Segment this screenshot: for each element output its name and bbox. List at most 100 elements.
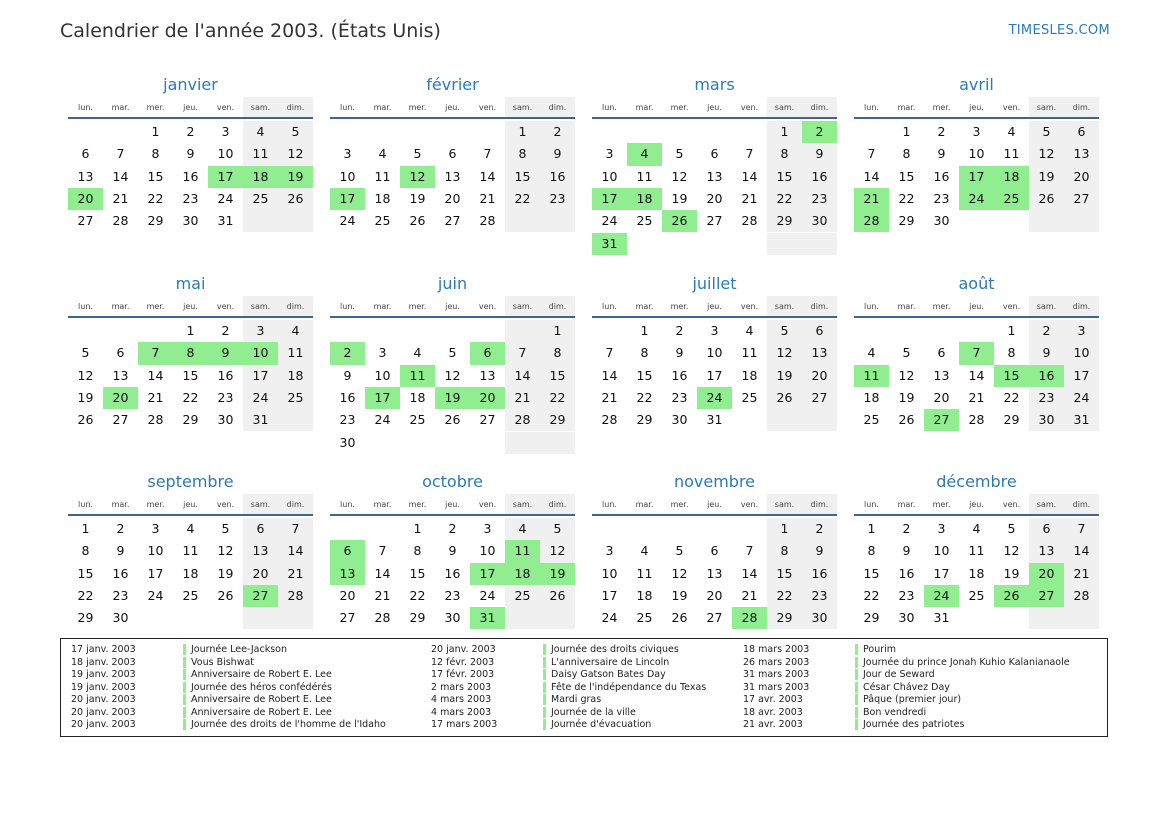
day-cell: 30: [182, 213, 199, 229]
day-cell: 15: [767, 562, 802, 585]
holiday-date: 18 avr. 2003: [743, 706, 803, 718]
holiday-name: Journée d'évacuation: [551, 719, 652, 730]
day-cell: 29: [147, 213, 164, 229]
weekday-label: ven.: [1002, 302, 1021, 311]
day-cell: 26: [898, 412, 915, 428]
weekday-label: ven.: [216, 500, 235, 509]
day-cell: 24: [217, 190, 234, 206]
day-cell: 25: [863, 412, 880, 428]
weekday-label: sam.: [1029, 97, 1064, 117]
holiday-name: Journée des héros confédérés: [191, 681, 332, 693]
holiday-date: 31 mars 2003: [743, 681, 810, 693]
day-cell: 20: [706, 190, 723, 206]
day-cell: 23: [217, 389, 234, 405]
day-cell: 28: [112, 213, 129, 229]
day-cell: 23: [182, 190, 199, 206]
day-cell: 5: [413, 146, 422, 162]
weekday-label: mer.: [408, 500, 427, 509]
holiday-date: 21 avr. 2003: [743, 719, 803, 730]
day-cell: 14: [1064, 540, 1099, 563]
day-cell: 22: [505, 187, 540, 211]
weekend-filler: [278, 210, 313, 233]
day-cell: 21: [374, 587, 391, 603]
weekday-label: dim.: [1064, 296, 1099, 316]
holiday-marker: [183, 719, 186, 730]
day-cell: 23: [671, 389, 688, 405]
day-cell: 11: [278, 342, 313, 365]
holiday-marker: [183, 681, 186, 693]
day-cell: 13: [802, 342, 837, 365]
day-cell: 13: [1029, 540, 1064, 563]
day-cell: 12: [767, 342, 802, 365]
weekday-label: mar.: [635, 500, 654, 509]
day-cell: 9: [675, 345, 684, 361]
day-cell: 31: [217, 213, 234, 229]
weekday-label: jeu.: [969, 302, 984, 311]
weekday-label: sam.: [1029, 296, 1064, 316]
weekday-label: ven.: [478, 500, 497, 509]
day-cell: 12: [278, 143, 313, 166]
day-cell: 28: [278, 584, 313, 608]
day-cell: 13: [243, 540, 278, 563]
weekday-label: mer.: [146, 500, 165, 509]
day-cell: 18: [374, 190, 391, 206]
day-cell: 19: [767, 364, 802, 387]
day-cell: 22: [767, 584, 802, 608]
day-grid: 1 2 3 4 5 6 7 8 9 10 11 12 13 14 15 16 17 18 19 20 21 22 23 24 2…: [330, 318, 575, 454]
holiday-day-cell: 17: [208, 165, 243, 188]
holiday-day-cell: 24: [697, 386, 732, 410]
holiday-day-cell: 17: [470, 562, 505, 585]
holiday-date: 18 mars 2003: [743, 644, 810, 655]
day-cell: 13: [933, 367, 950, 383]
weekday-label: jeu.: [445, 302, 460, 311]
day-cell: 19: [1003, 565, 1020, 581]
day-cell: 4: [413, 345, 422, 361]
holiday-day-cell: 11: [400, 364, 435, 387]
day-cell: 18: [409, 389, 426, 405]
holiday-marker: [855, 656, 858, 668]
weekday-label: mar.: [897, 500, 916, 509]
day-cell: 7: [745, 146, 754, 162]
holiday-marker: [855, 706, 858, 718]
day-cell: 14: [374, 565, 391, 581]
brand-link[interactable]: TIMESLES.COM: [1008, 23, 1110, 38]
day-cell: 26: [1029, 187, 1064, 211]
day-cell: 27: [112, 412, 129, 428]
day-cell: 8: [767, 540, 802, 563]
weekday-label: jeu.: [707, 500, 722, 509]
day-grid: 1 2 3 4 5 6 7 8 9 10 11 12 13 14 15 16 17 18 19 20 21 22 23 24 2…: [854, 516, 1099, 630]
weekend-filler: [767, 232, 802, 255]
holiday-day-cell: 19: [435, 386, 470, 410]
holiday-day-cell: 24: [959, 187, 994, 211]
month-juillet: juillet lun. mar. mer. jeu. ven. sam. dim. 1 2 3 4 5…: [592, 272, 837, 432]
day-cell: 18: [968, 565, 985, 581]
holiday-marker: [183, 644, 186, 655]
day-cell: 23: [802, 187, 837, 211]
day-cell: 31: [243, 409, 278, 432]
day-cell: 4: [640, 543, 649, 559]
holiday-day-cell: 28: [732, 607, 767, 630]
day-cell: 6: [937, 345, 946, 361]
weekday-label: mar.: [897, 302, 916, 311]
day-cell: 14: [741, 168, 758, 184]
holiday-day-cell: 2: [330, 342, 365, 365]
day-cell: 25: [505, 584, 540, 608]
day-cell: 17: [933, 565, 950, 581]
weekday-label: sam.: [1029, 494, 1064, 514]
day-cell: 2: [902, 521, 911, 536]
day-cell: 19: [671, 587, 688, 603]
day-cell: 22: [636, 389, 653, 405]
holiday-marker: [543, 644, 546, 655]
holiday-name: Journée Lee-Jackson: [191, 644, 288, 655]
day-cell: 30: [933, 213, 950, 229]
day-cell: 6: [1064, 121, 1099, 144]
day-cell: 26: [767, 386, 802, 410]
day-cell: 12: [77, 367, 94, 383]
holiday-name: Anniversaire de Robert E. Lee: [191, 669, 332, 680]
holiday-day-cell: 18: [994, 165, 1029, 188]
day-cell: 23: [112, 587, 129, 603]
day-cell: 10: [1064, 342, 1099, 365]
holiday-name: Jour de Seward: [863, 669, 935, 680]
day-cell: 16: [112, 565, 129, 581]
day-cell: 3: [605, 146, 614, 162]
